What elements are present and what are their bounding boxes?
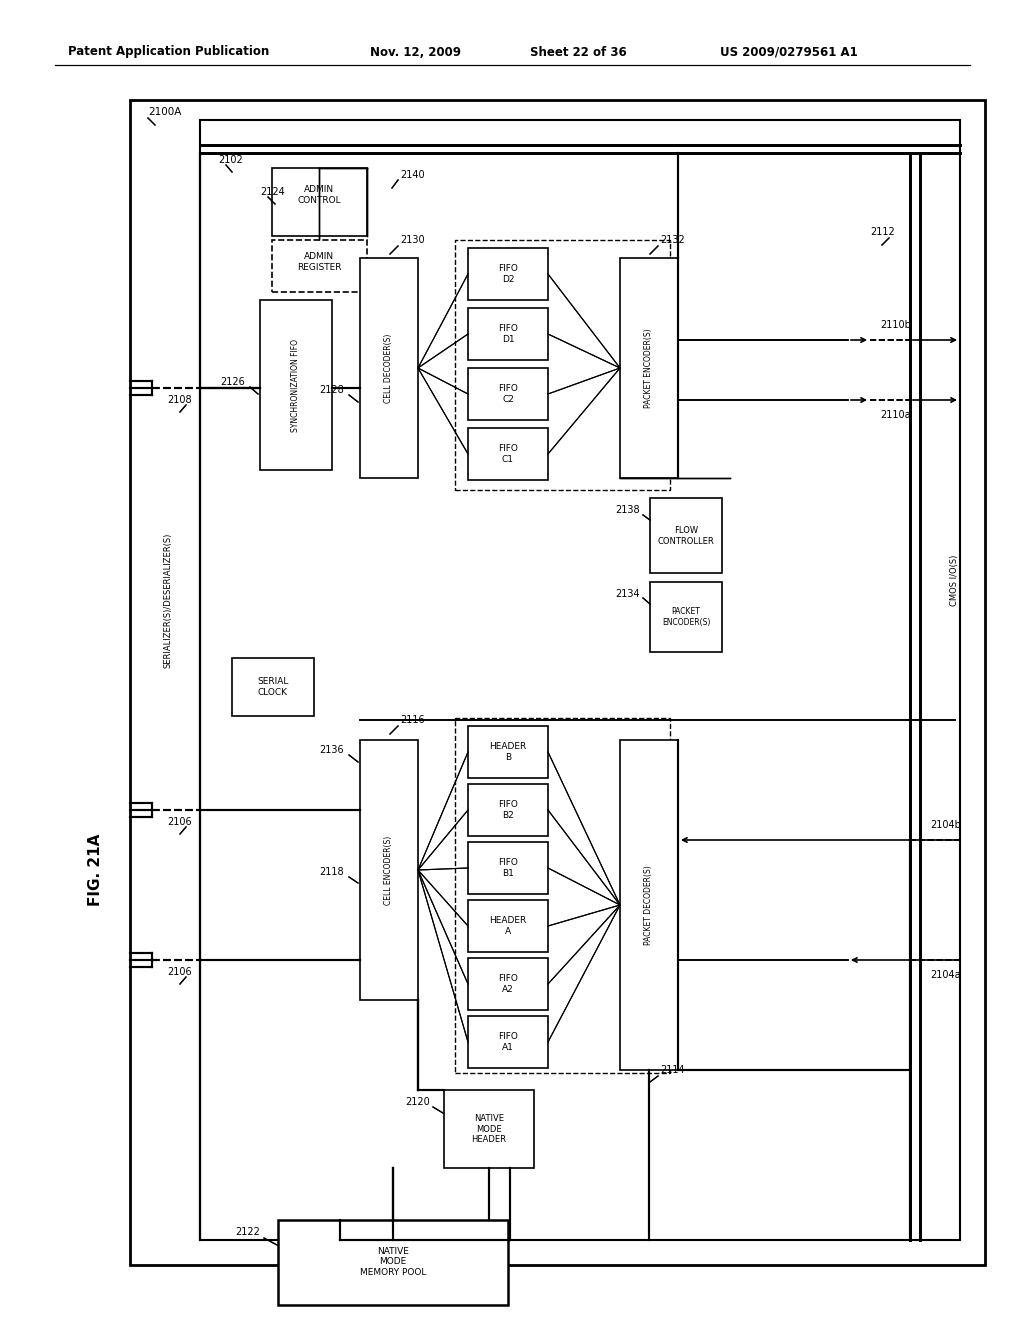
Text: 2110a: 2110a	[880, 411, 910, 420]
Text: FIFO
A2: FIFO A2	[498, 974, 518, 994]
Bar	[468, 900, 548, 952]
Text: 2116: 2116	[400, 715, 425, 725]
Text: FIFO
D2: FIFO D2	[498, 264, 518, 284]
Bar	[260, 300, 332, 470]
Text: 2106: 2106	[167, 968, 193, 977]
Bar	[130, 100, 985, 1265]
Text: US 2009/0279561 A1: US 2009/0279561 A1	[720, 45, 858, 58]
Bar	[468, 248, 548, 300]
Bar	[468, 784, 548, 836]
Text: 2138: 2138	[615, 506, 640, 515]
Text: 2132: 2132	[660, 235, 685, 246]
Text: FLOW
CONTROLLER: FLOW CONTROLLER	[657, 527, 715, 545]
Text: 2122: 2122	[236, 1228, 260, 1237]
Text: FIFO
C1: FIFO C1	[498, 445, 518, 463]
Text: 2126: 2126	[220, 378, 245, 387]
Bar	[272, 168, 367, 236]
Bar	[468, 308, 548, 360]
Text: 2134: 2134	[615, 589, 640, 599]
Text: CELL DECODER(S): CELL DECODER(S)	[384, 334, 393, 403]
Text: 2114: 2114	[660, 1065, 685, 1074]
Text: 2110b: 2110b	[880, 319, 911, 330]
Bar	[455, 718, 670, 1073]
Text: 2106: 2106	[167, 817, 193, 828]
Text: 2104b: 2104b	[930, 820, 961, 830]
Bar	[444, 1090, 534, 1168]
Bar	[232, 657, 314, 715]
Bar	[360, 741, 418, 1001]
Text: ADMIN
CONTROL: ADMIN CONTROL	[297, 185, 341, 205]
Text: FIFO
B2: FIFO B2	[498, 800, 518, 820]
Bar	[278, 1220, 508, 1305]
Bar	[620, 257, 678, 478]
Text: NATIVE
MODE
MEMORY POOL: NATIVE MODE MEMORY POOL	[359, 1247, 426, 1276]
Text: CMOS I/O(S): CMOS I/O(S)	[950, 554, 959, 606]
Text: 2104a: 2104a	[930, 970, 961, 979]
Bar	[650, 582, 722, 652]
Bar	[200, 120, 961, 1239]
Text: 2130: 2130	[400, 235, 425, 246]
Text: SERIALIZER(S)/DESERIALIZER(S): SERIALIZER(S)/DESERIALIZER(S)	[164, 532, 172, 668]
Bar	[272, 240, 367, 292]
Bar	[468, 368, 548, 420]
Bar	[468, 842, 548, 894]
Text: HEADER
B: HEADER B	[489, 742, 526, 762]
Text: CELL ENCODER(S): CELL ENCODER(S)	[384, 836, 393, 904]
Text: HEADER
A: HEADER A	[489, 916, 526, 936]
Text: 2120: 2120	[406, 1097, 430, 1107]
Bar	[468, 726, 548, 777]
Text: FIFO
B1: FIFO B1	[498, 858, 518, 878]
Text: 2124: 2124	[260, 187, 285, 197]
Text: 2140: 2140	[400, 170, 425, 180]
Text: FIFO
C2: FIFO C2	[498, 384, 518, 404]
Text: ADMIN
REGISTER: ADMIN REGISTER	[297, 252, 341, 272]
Text: NATIVE
MODE
HEADER: NATIVE MODE HEADER	[471, 1114, 507, 1144]
Text: SERIAL
CLOCK: SERIAL CLOCK	[257, 677, 289, 697]
Bar	[468, 958, 548, 1010]
Text: 2100A: 2100A	[148, 107, 181, 117]
Text: 2108: 2108	[167, 395, 193, 405]
Text: PACKET
ENCODER(S): PACKET ENCODER(S)	[662, 607, 711, 627]
Bar	[468, 428, 548, 480]
Text: 2118: 2118	[319, 867, 344, 876]
Bar	[620, 741, 678, 1071]
Text: 2112: 2112	[870, 227, 895, 238]
Text: 2128: 2128	[319, 385, 344, 395]
Bar	[650, 498, 722, 573]
Text: SYNCHRONIZATION FIFO: SYNCHRONIZATION FIFO	[292, 338, 300, 432]
Bar	[468, 1016, 548, 1068]
Bar	[455, 240, 670, 490]
Text: Sheet 22 of 36: Sheet 22 of 36	[530, 45, 627, 58]
Text: 2136: 2136	[319, 744, 344, 755]
Text: PACKET DECODER(S): PACKET DECODER(S)	[644, 865, 653, 945]
Text: FIFO
D1: FIFO D1	[498, 325, 518, 343]
Text: Patent Application Publication: Patent Application Publication	[68, 45, 269, 58]
Text: 2102: 2102	[218, 154, 243, 165]
Text: FIFO
A1: FIFO A1	[498, 1032, 518, 1052]
Bar	[360, 257, 418, 478]
Text: PACKET ENCODER(S): PACKET ENCODER(S)	[644, 329, 653, 408]
Text: FIG. 21A: FIG. 21A	[87, 834, 102, 907]
Text: Nov. 12, 2009: Nov. 12, 2009	[370, 45, 461, 58]
